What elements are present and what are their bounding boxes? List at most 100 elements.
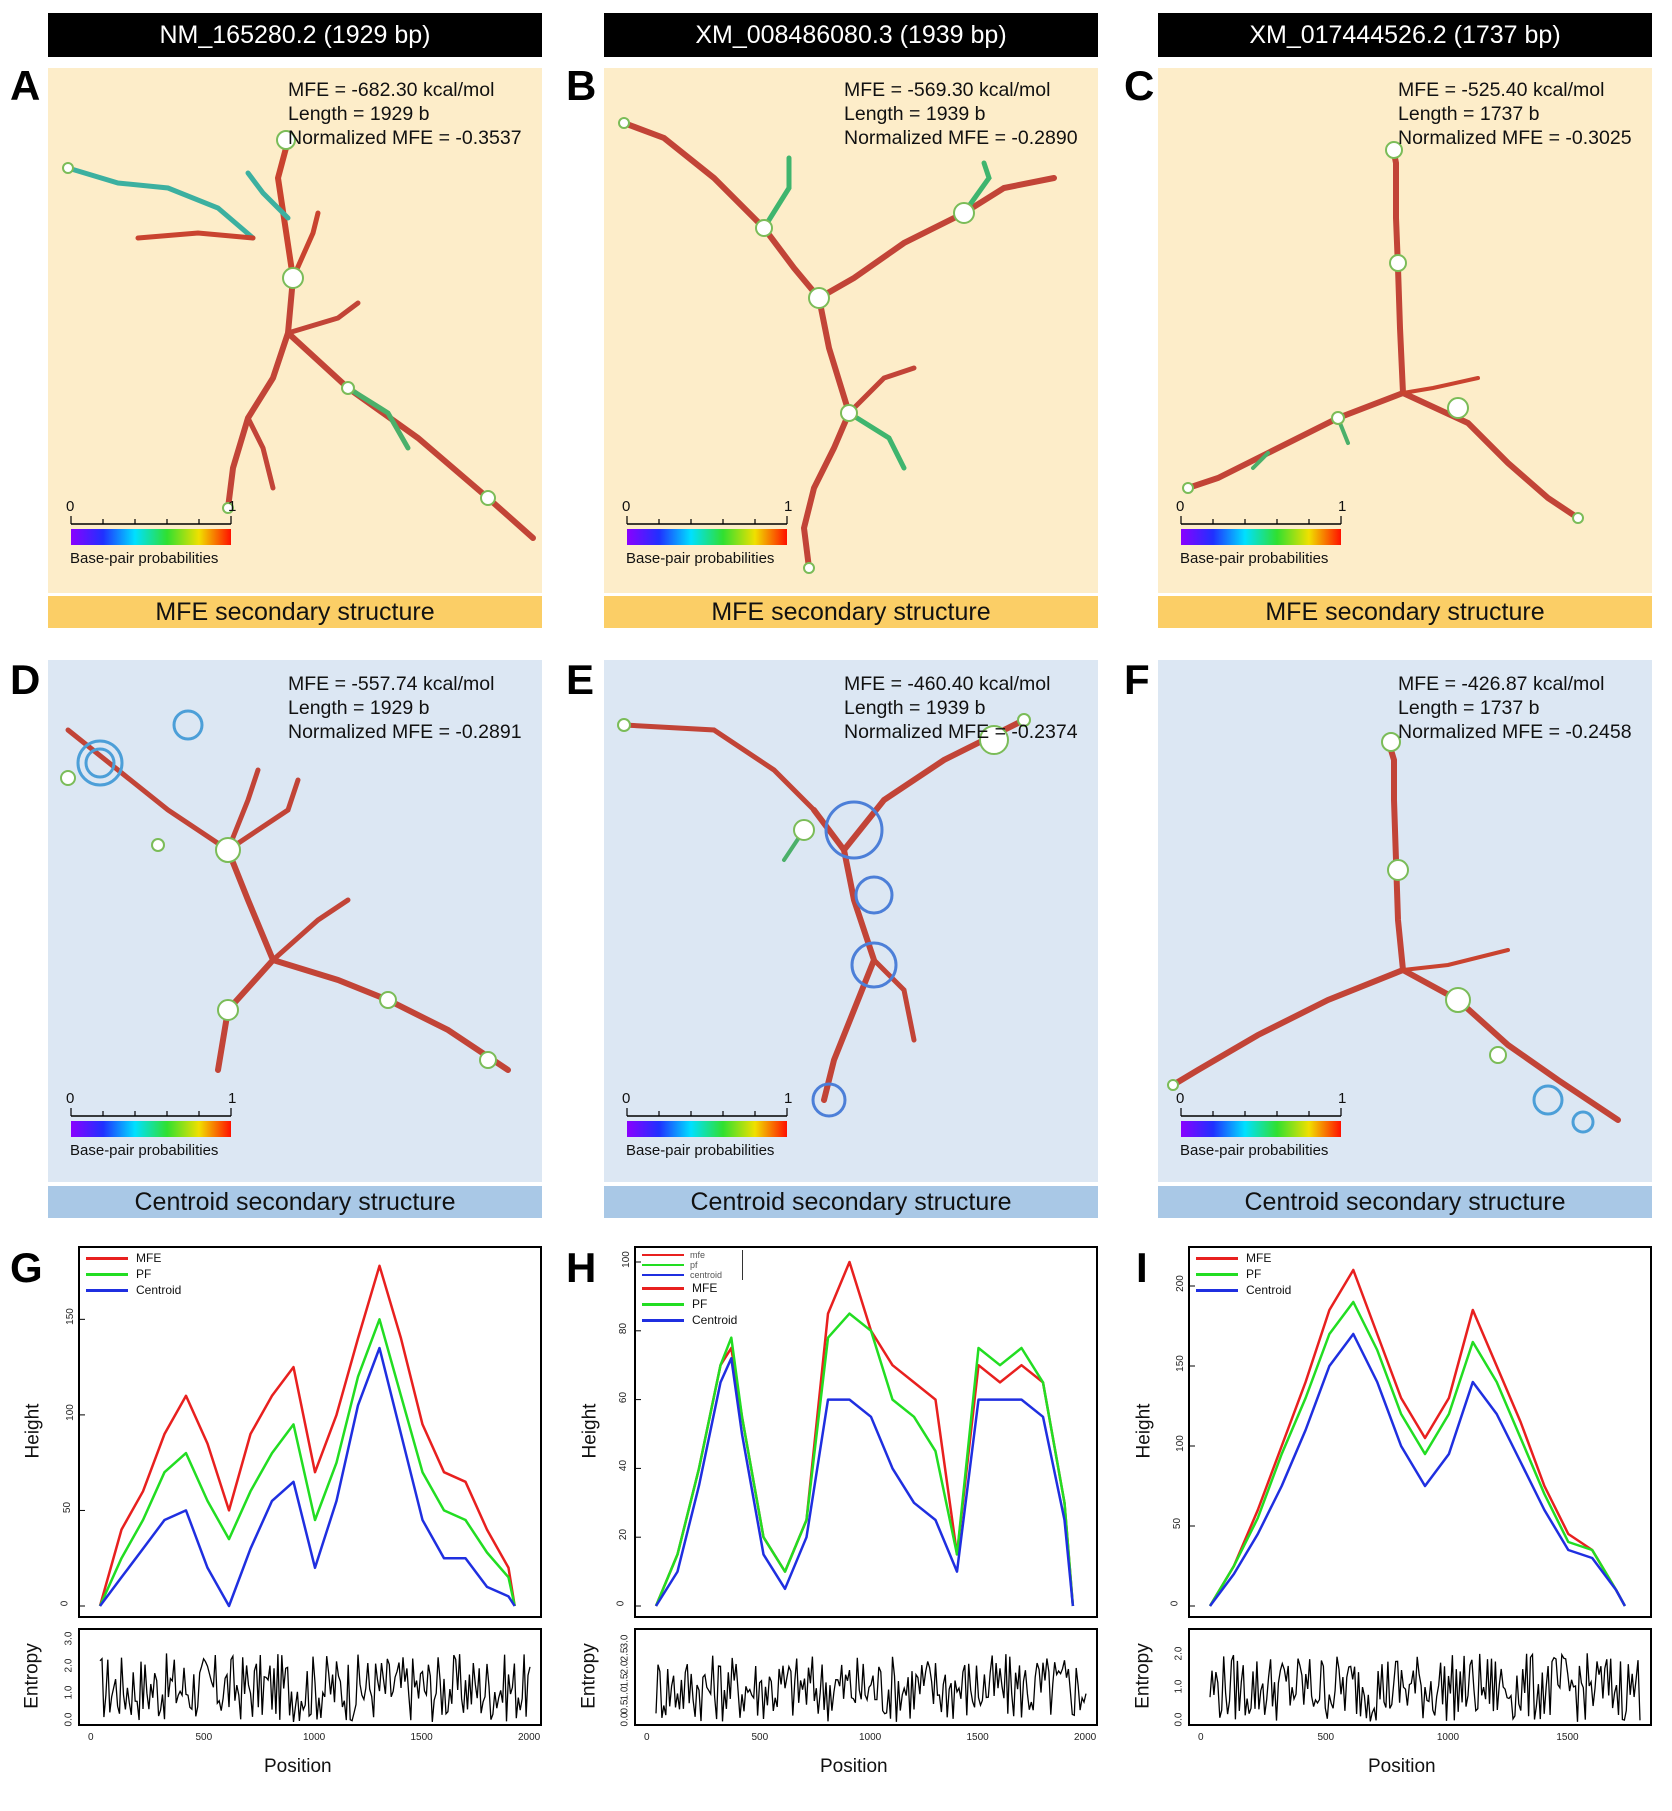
x-tick-label: 0: [88, 1732, 94, 1743]
legend-swatch: [642, 1302, 684, 1306]
legend-label: MFE: [1246, 1251, 1272, 1265]
entropy-axis-title: Entropy: [21, 1643, 43, 1709]
y-tick-label: 0: [59, 1600, 71, 1607]
entropy-y-tick-label: 2.0: [1173, 1646, 1185, 1661]
entropy-axis-title: Entropy: [1132, 1643, 1154, 1709]
entropy-plot-svg: [99, 1653, 531, 1722]
entropy-y-tick-label: 0.5: [619, 1699, 631, 1714]
x-tick-label: 0: [644, 1732, 650, 1743]
centroid-structure-panel-f: MFE = -426.87 kcal/mol Length = 1737 b N…: [1158, 660, 1652, 1182]
series-line-pf: [98, 1318, 516, 1607]
length-value: Length = 1939 b: [844, 697, 986, 719]
chart-legend: MFE PF Centroid: [86, 1250, 181, 1298]
height-plot-frame: [634, 1246, 1098, 1618]
legend-ghost-item: mfe: [642, 1250, 722, 1260]
mfe-value: MFE = -525.40 kcal/mol: [1398, 79, 1605, 101]
entropy-y-tick-label: 3.0: [619, 1634, 631, 1649]
y-axis-title: Height: [22, 1403, 44, 1459]
x-axis-title: Position: [820, 1756, 888, 1777]
entropy-plot-frame: [78, 1628, 542, 1726]
scale-label: Base-pair probabilities: [626, 1142, 775, 1159]
rna-structure-c: [1182, 141, 1584, 524]
chart-legend: mfe pf centroid MFE PF Centroid: [642, 1250, 744, 1328]
x-tick-label: 1000: [1436, 1732, 1460, 1743]
normalized-mfe-value: Normalized MFE = -0.2890: [844, 127, 1078, 149]
y-tick-label: 50: [1172, 1517, 1184, 1530]
series-line-mfe: [654, 1260, 1075, 1607]
entropy-y-tick-label: 0.0: [1173, 1712, 1185, 1727]
mfe-banner-b: MFE secondary structure: [604, 596, 1098, 628]
rna-structure-b: [618, 117, 1057, 574]
column-header-2: XM_008486080.3 (1939 bp): [604, 13, 1098, 57]
panel-letter-b: B: [566, 62, 597, 109]
legend-swatch: [86, 1272, 128, 1276]
legend-label: Centroid: [692, 1313, 738, 1327]
height-plot-frame: [1188, 1246, 1652, 1618]
entropy-plot-svg: [1209, 1652, 1641, 1722]
centroid-stats-d: MFE = -557.74 kcal/mol Length = 1929 b N…: [288, 672, 522, 744]
entropy-y-tick-label: 2.0: [63, 1658, 75, 1673]
panel-letter-e: E: [566, 656, 595, 703]
scale-max: 1: [228, 1090, 237, 1107]
height-plot-svg: [80, 1264, 516, 1608]
entropy-line: [655, 1654, 1087, 1722]
y-tick-label: 100: [64, 1404, 76, 1421]
entropy-line: [1209, 1652, 1641, 1722]
y-tick-label: 20: [618, 1529, 630, 1541]
scale-label: Base-pair probabilities: [70, 1142, 219, 1159]
legend-swatch: [86, 1288, 128, 1292]
legend-label: PF: [136, 1267, 152, 1281]
centroid-structure-panel-e: MFE = -460.40 kcal/mol Length = 1939 b N…: [604, 660, 1098, 1182]
centroid-stats-e: MFE = -460.40 kcal/mol Length = 1939 b N…: [844, 672, 1078, 744]
legend-item-mfe: MFE: [86, 1250, 181, 1266]
panel-letter-f: F: [1124, 656, 1150, 703]
mfe-structure-panel-b: MFE = -569.30 kcal/mol Length = 1939 b N…: [604, 68, 1098, 593]
rna-structure-d: [60, 709, 511, 1073]
scale-min: 0: [1176, 1090, 1185, 1107]
x-tick-label: 500: [1317, 1732, 1335, 1743]
length-value: Length = 1737 b: [1398, 103, 1540, 125]
legend-ghost-item: centroid: [642, 1270, 722, 1280]
legend-swatch: [1196, 1272, 1238, 1276]
entropy-line: [99, 1653, 531, 1722]
series-line-centroid: [98, 1346, 516, 1608]
x-tick-label: 1500: [410, 1732, 433, 1743]
series-line-mfe: [98, 1264, 516, 1607]
series-line-pf: [1208, 1300, 1626, 1607]
scale-min: 0: [622, 1090, 631, 1107]
mfe-value: MFE = -569.30 kcal/mol: [844, 79, 1051, 101]
y-tick-label: 150: [64, 1308, 76, 1326]
scale-min: 0: [66, 1090, 75, 1107]
panel-letter-g: G: [10, 1244, 43, 1291]
legend-label: PF: [1246, 1267, 1262, 1281]
x-tick-label: 2000: [1074, 1732, 1097, 1743]
entropy-plot-frame: [1188, 1628, 1652, 1726]
mfe-structure-panel-c: MFE = -525.40 kcal/mol Length = 1737 b N…: [1158, 68, 1652, 593]
scale-max: 1: [1338, 1090, 1347, 1107]
entropy-y-tick-label: 2.5: [619, 1647, 631, 1662]
scale-label: Base-pair probabilities: [626, 550, 775, 567]
scale-label: Base-pair probabilities: [70, 550, 219, 567]
x-tick-label: 0: [1198, 1732, 1204, 1743]
entropy-y-tick-label: 1.0: [63, 1685, 75, 1700]
legend-swatch: [86, 1256, 128, 1260]
legend-swatch: [1196, 1256, 1238, 1260]
chart-legend: MFE PF Centroid: [1196, 1250, 1291, 1298]
entropy-y-tick-label: 0.0: [63, 1712, 75, 1727]
scale-min: 0: [622, 498, 631, 515]
legend-item-pf: PF: [1196, 1266, 1291, 1282]
entropy-y-tick-label: 1.5: [619, 1673, 631, 1688]
mfe-value: MFE = -460.40 kcal/mol: [844, 673, 1051, 695]
x-axis-title: Position: [264, 1756, 332, 1777]
entropy-y-tick-label: 3.0: [63, 1631, 75, 1646]
legend-ghost-swatch: [642, 1254, 684, 1256]
legend-swatch: [642, 1318, 684, 1322]
legend-item-mfe: MFE: [642, 1280, 743, 1296]
scale-min: 0: [66, 498, 75, 515]
scale-max: 1: [784, 498, 793, 515]
legend-swatch: [642, 1286, 684, 1290]
x-tick-label: 500: [195, 1732, 213, 1743]
scale-max: 1: [784, 1090, 793, 1107]
normalized-mfe-value: Normalized MFE = -0.2458: [1398, 721, 1632, 743]
panel-letter-h: H: [566, 1244, 597, 1291]
